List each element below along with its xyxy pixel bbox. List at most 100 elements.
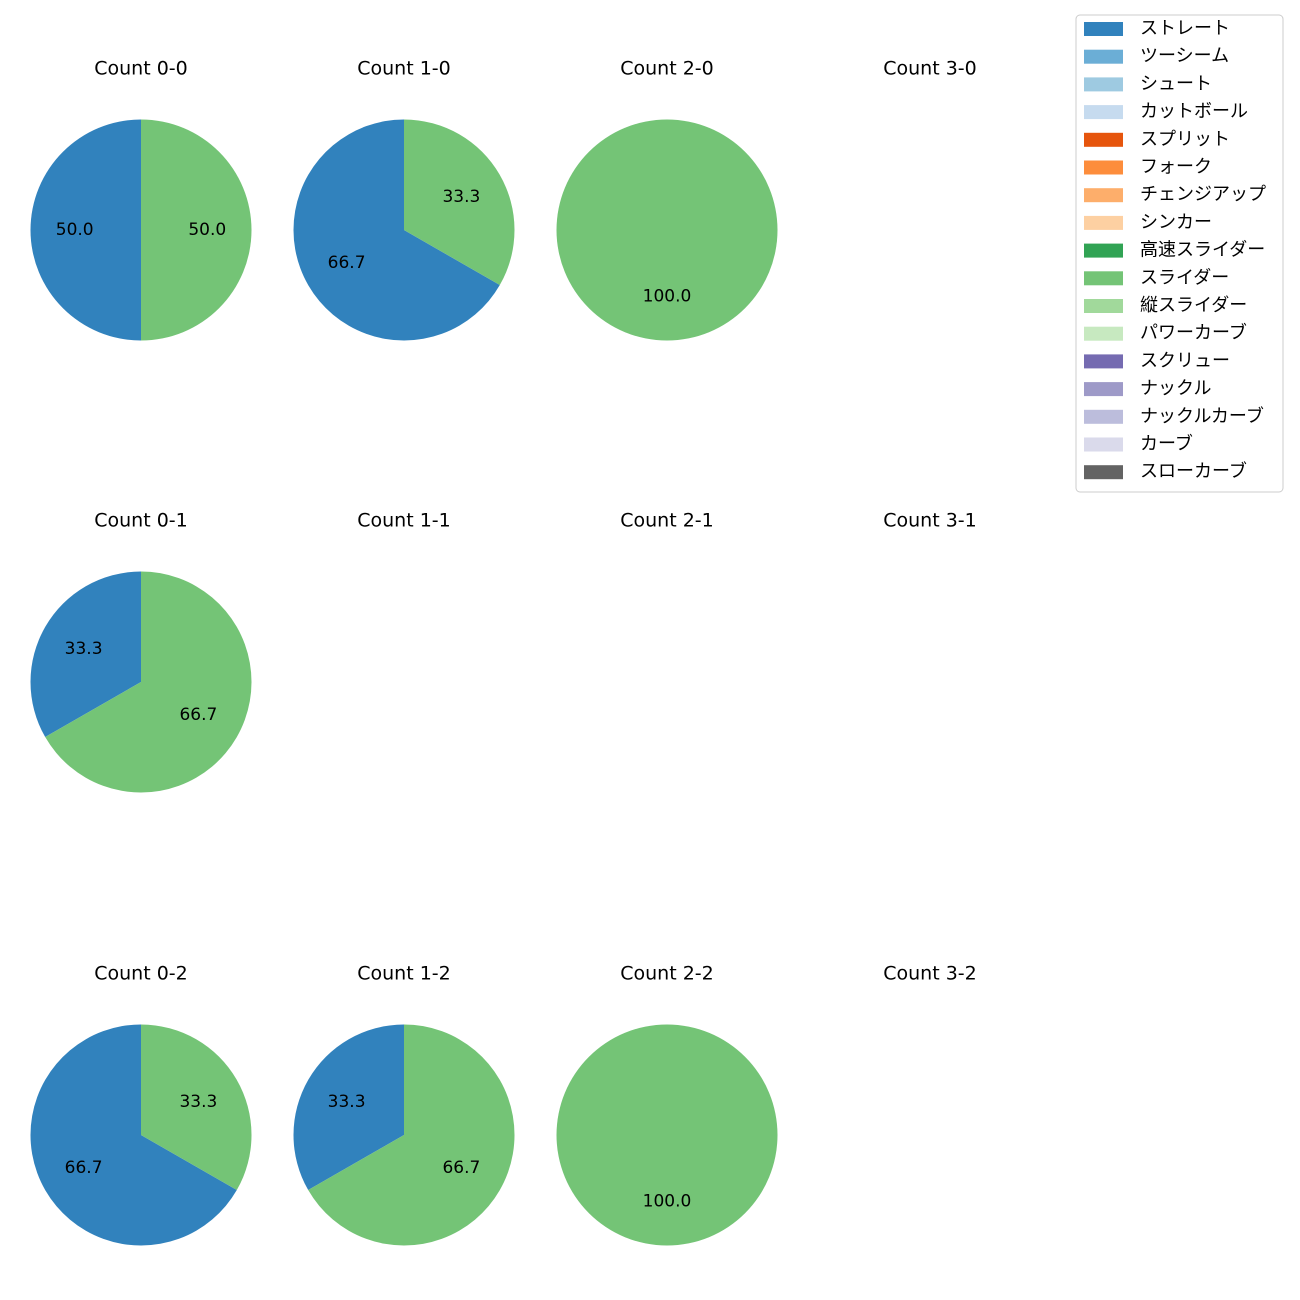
panel-title: Count 3-0 [883,58,977,80]
legend-entry: フォーク [1084,157,1212,178]
legend-entry: 高速スライダー [1084,240,1265,261]
legend-label: フォーク [1140,157,1212,178]
panel-title: Count 1-2 [357,963,451,985]
pie-slice-label: 66.7 [328,253,366,273]
pie-slice-label: 33.3 [442,187,480,207]
panel-title: Count 1-0 [357,58,451,80]
panel-title: Count 3-1 [883,510,977,532]
legend-entry: ナックルカーブ [1084,405,1264,427]
pie-slice-ストレート [30,119,142,341]
pie-panel-count-0-0: Count 0-0 50.0 50.0 [30,58,252,341]
pie-slice-label: 100.0 [643,1191,692,1211]
panel-title: Count 1-1 [357,510,451,532]
legend-entry: スライダー [1084,267,1229,288]
pie-slice-label: 66.7 [179,705,217,725]
legend-swatch [1084,132,1123,147]
legend-label: カットボール [1140,101,1248,122]
pie-panel-count-1-1: Count 1-1 [357,510,451,532]
legend-swatch [1084,382,1123,397]
pie-slice-ストレート [30,571,141,738]
legend-swatch [1084,271,1123,286]
legend-entry: カーブ [1084,433,1193,455]
legend-label: ナックル [1140,378,1211,399]
legend-entry: ナックル [1084,378,1211,399]
legend-swatch [1084,188,1123,203]
legend-entry: チェンジアップ [1084,184,1266,205]
legend-entry: スプリット [1084,129,1230,150]
legend-items: ストレートツーシームシュートカットボールスプリットフォークチェンジアップシンカー… [1084,18,1266,482]
legend-swatch [1084,105,1123,120]
legend-label: チェンジアップ [1140,184,1266,205]
legend: ストレートツーシームシュートカットボールスプリットフォークチェンジアップシンカー… [1075,14,1284,493]
pie-panel-count-2-2: Count 2-2 100.0 [556,963,778,1246]
legend-frame [1075,14,1284,493]
pie-slice-label: 100.0 [643,286,692,306]
legend-label: ストレート [1140,18,1230,39]
legend-label: ツーシーム [1140,46,1229,67]
pie-panel-count-2-1: Count 2-1 [620,510,714,532]
pie-slice-スライダー [141,1024,252,1191]
legend-entry: スローカーブ [1084,460,1247,482]
panel-title: Count 0-0 [94,58,188,80]
legend-entry: スクリュー [1084,350,1230,371]
pie-panel-count-3-1: Count 3-1 [883,510,977,532]
legend-swatch [1084,437,1123,452]
pie-slice-スライダー [141,119,252,341]
panel-title: Count 2-2 [620,963,714,985]
legend-entry: シュート [1084,73,1212,94]
pie-slice-label: 33.3 [65,639,103,659]
legend-swatch [1084,22,1123,36]
pie-panel-count-0-1: Count 0-1 33.3 66.7 [30,510,252,793]
legend-label: シュート [1140,73,1212,94]
legend-label: スプリット [1140,129,1230,150]
legend-entry: 縦スライダー [1084,295,1247,316]
legend-swatch [1084,243,1123,258]
legend-entry: パワーカーブ [1084,322,1247,344]
legend-swatch [1084,160,1123,175]
pie-panel-count-1-0: Count 1-0 66.7 33.3 [293,58,515,341]
pie-slice-ストレート [30,1024,237,1246]
pie-panel-count-2-0: Count 2-0 100.0 [556,58,778,341]
pie-slice-label: 66.7 [65,1158,103,1178]
pie-panel-count-1-2: Count 1-2 33.3 66.7 [293,963,515,1246]
panel-title: Count 3-2 [883,963,977,985]
pie-slice-label: 33.3 [328,1092,366,1112]
pie-slice-スライダー [45,571,252,793]
legend-swatch [1084,409,1123,424]
panel-title: Count 2-0 [620,58,714,80]
legend-label: スクリュー [1140,350,1230,371]
pie-panel-count-3-0: Count 3-0 [883,58,977,80]
legend-entry: カットボール [1084,101,1248,122]
legend-swatch [1084,326,1123,341]
pie-slice-label: 66.7 [442,1158,480,1178]
pie-slice-ストレート [293,1024,404,1191]
legend-swatch [1084,354,1123,369]
legend-label: パワーカーブ [1140,322,1247,344]
pie-slice-スライダー [556,1024,778,1246]
legend-label: スローカーブ [1140,460,1247,482]
legend-label: カーブ [1140,433,1193,455]
pie-slice-スライダー [404,119,515,286]
pie-panel-count-3-2: Count 3-2 [883,963,977,985]
panel-title: Count 2-1 [620,510,714,532]
pie-slice-スライダー [308,1024,515,1246]
pie-slice-ストレート [293,119,500,341]
legend-label: ナックルカーブ [1140,405,1264,427]
panel-title: Count 0-2 [94,963,188,985]
legend-entry: シンカー [1084,212,1212,233]
pie-panel-count-0-2: Count 0-2 66.7 33.3 [30,963,252,1246]
panel-title: Count 0-1 [94,510,188,532]
legend-swatch [1084,77,1123,92]
pie-slice-label: 50.0 [56,220,94,240]
pie-slice-label: 50.0 [188,220,226,240]
legend-swatch [1084,49,1123,64]
pie-slice-label: 33.3 [179,1092,217,1112]
legend-label: スライダー [1140,267,1229,288]
legend-swatch [1084,299,1123,313]
pie-slice-スライダー [556,119,778,341]
legend-swatch [1084,215,1123,230]
legend-label: 高速スライダー [1140,240,1265,261]
legend-swatch [1084,465,1123,480]
